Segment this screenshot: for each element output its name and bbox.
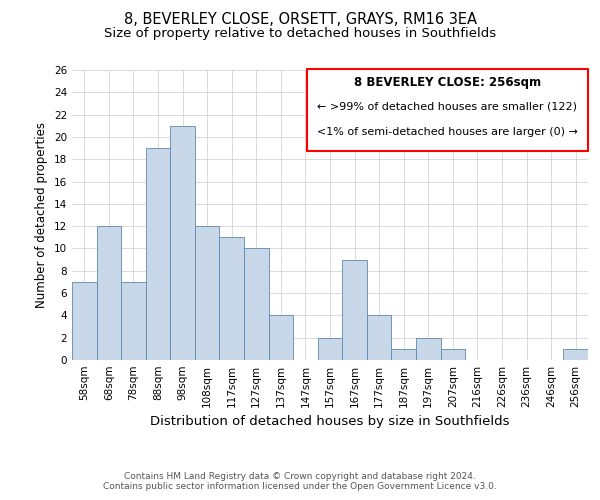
Bar	[342, 260, 367, 360]
Text: 8 BEVERLEY CLOSE: 256sqm: 8 BEVERLEY CLOSE: 256sqm	[354, 76, 541, 89]
Bar	[97, 226, 121, 360]
FancyBboxPatch shape	[307, 68, 588, 151]
Text: Size of property relative to detached houses in Southfields: Size of property relative to detached ho…	[104, 28, 496, 40]
Text: Contains HM Land Registry data © Crown copyright and database right 2024.: Contains HM Land Registry data © Crown c…	[124, 472, 476, 481]
X-axis label: Distribution of detached houses by size in Southfields: Distribution of detached houses by size …	[150, 416, 510, 428]
Text: 8, BEVERLEY CLOSE, ORSETT, GRAYS, RM16 3EA: 8, BEVERLEY CLOSE, ORSETT, GRAYS, RM16 3…	[124, 12, 476, 28]
Bar	[416, 338, 440, 360]
Bar	[563, 349, 588, 360]
Text: ← >99% of detached houses are smaller (122): ← >99% of detached houses are smaller (1…	[317, 102, 577, 112]
Bar	[195, 226, 220, 360]
Bar	[367, 316, 391, 360]
Bar	[440, 349, 465, 360]
Bar	[269, 316, 293, 360]
Text: <1% of semi-detached houses are larger (0) →: <1% of semi-detached houses are larger (…	[317, 126, 578, 136]
Bar	[244, 248, 269, 360]
Y-axis label: Number of detached properties: Number of detached properties	[35, 122, 49, 308]
Bar	[220, 238, 244, 360]
Text: Contains public sector information licensed under the Open Government Licence v3: Contains public sector information licen…	[103, 482, 497, 491]
Bar	[72, 282, 97, 360]
Bar	[121, 282, 146, 360]
Bar	[391, 349, 416, 360]
Bar	[146, 148, 170, 360]
Bar	[318, 338, 342, 360]
Bar	[170, 126, 195, 360]
